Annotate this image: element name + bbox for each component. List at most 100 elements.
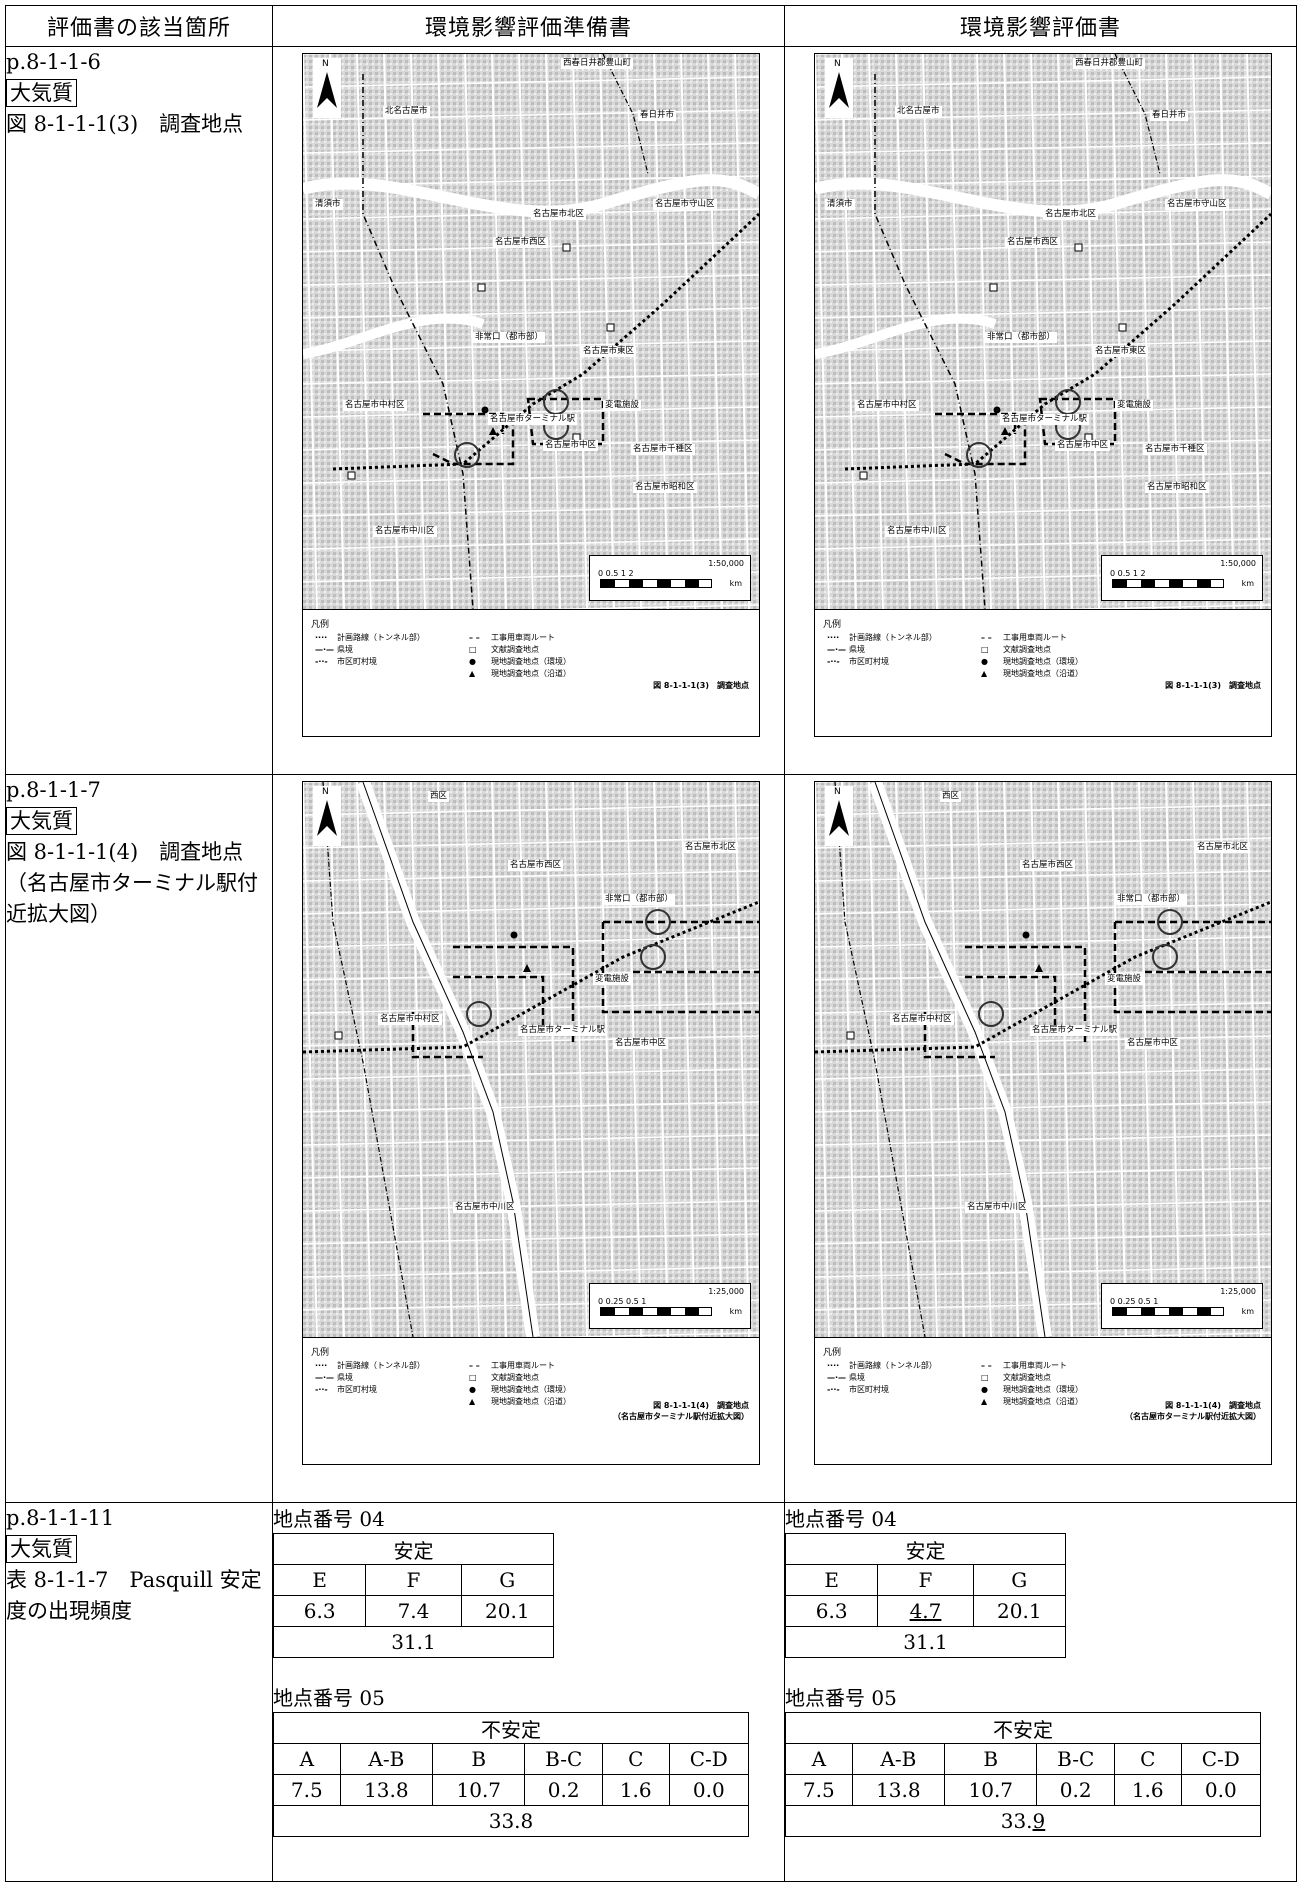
map-place-label: 名古屋市東区 [1093, 346, 1149, 357]
survey-map: 西春日井郡豊山町 北名古屋市 春日井市 清須市 名古屋市北区 名古屋市守山区 名古屋市西区非… [814, 53, 1272, 737]
map-place-label: 名古屋市守山区 [653, 199, 717, 210]
value-cell: 10.7 [432, 1774, 526, 1806]
legend-item: □ 文献調査地点 [981, 1373, 1051, 1382]
revised-digit: 9 [1032, 1809, 1046, 1833]
map-place-label: 変電施設 [1105, 974, 1144, 985]
group-header: 安定 [273, 1533, 554, 1565]
map-place-label: 北名古屋市 [383, 106, 430, 117]
value-cell: 6.3 [272, 1595, 367, 1627]
final-stability-cell: 地点番号 04 安定 E F G 6.3 4.7 20.1 31.1 地点番号 … [784, 1502, 1297, 1882]
value-cell: 1.6 [1113, 1774, 1182, 1806]
map-place-label: 名古屋市北区 [1195, 842, 1251, 853]
north-arrow-icon: N [825, 786, 853, 846]
row-stability: p.8-1-1-11 大気質 表 8-1-1-7 Pasquill 安定度の出現… [5, 1502, 1297, 1882]
row-map-3: p.8-1-1-6 大気質 図 8-1-1-1(3) 調査地点 西春日井郡豊山町… [5, 46, 1297, 775]
final-map-cell: 西春日井郡豊山町 北名古屋市 春日井市 清須市 名古屋市北区 名古屋市守山区 名古屋市西区非… [784, 46, 1297, 775]
map-place-label: 春日井市 [1150, 110, 1189, 121]
page-ref: p.8-1-1-11 [6, 1506, 115, 1530]
map-place-label: 非常口（都市部） [1115, 894, 1188, 905]
map-place-label: 名古屋市中村区 [343, 400, 407, 411]
value-cell: 13.8 [851, 1774, 946, 1806]
map-legend: 凡例 ···· 計画路線（トンネル部） —·— 県境 -··- 市区町村境 – – 工事用車両ル… [311, 1348, 749, 1421]
stable-table: 安定 E F G 6.3 4.7 20.1 31.1 [784, 1533, 1067, 1658]
map-place-label: 名古屋市ターミナル駅 [518, 1025, 608, 1036]
map-place-label: 名古屋市中川区 [453, 1202, 517, 1213]
map-image: 西区 名古屋市北区 名古屋市西区 非常口（都市部） 名古屋市中村区 変電施設 名古屋市ターミ… [815, 782, 1271, 1338]
legend-item: -··- 市区町村境 [315, 1385, 377, 1394]
legend-item: —·— 県境 [827, 645, 865, 654]
group-header: 不安定 [273, 1712, 749, 1744]
map-place-label: 変電施設 [603, 400, 642, 411]
map-place-label: 名古屋市昭和区 [633, 482, 697, 493]
row-map-4: p.8-1-1-7 大気質 図 8-1-1-1(4) 調査地点（名古屋市ターミナ… [5, 774, 1297, 1503]
caption: 表 8-1-1-7 Pasquill 安定度の出現頻度 [6, 1568, 262, 1623]
map-legend: 凡例 ···· 計画路線（トンネル部） —·— 県境 -··- 市区町村境 – – 工事用車両ル… [823, 620, 1261, 690]
location-cell: p.8-1-1-11 大気質 表 8-1-1-7 Pasquill 安定度の出現… [5, 1502, 273, 1882]
total-cell: 33.8 [273, 1805, 749, 1837]
map-place-label: 名古屋市西区 [1005, 237, 1061, 248]
map-place-label: 非常口（都市部） [473, 332, 546, 343]
class-header: E [784, 1564, 879, 1596]
value-cell-revised: 4.7 [877, 1595, 974, 1627]
map-place-label: 西区 [940, 791, 962, 802]
location-cell: p.8-1-1-6 大気質 図 8-1-1-1(3) 調査地点 [5, 46, 273, 775]
map-place-label: 名古屋市北区 [1043, 209, 1099, 220]
map-place-label: 名古屋市中区 [1055, 440, 1111, 451]
point-title: 地点番号 04 [273, 1507, 385, 1531]
legend-item: ···· 計画路線（トンネル部） [827, 1361, 937, 1370]
legend-item: □ 文献調査地点 [981, 645, 1051, 654]
value-cell: 7.4 [365, 1595, 462, 1627]
header-final: 環境影響評価書 [784, 5, 1297, 47]
map-place-label: 名古屋市昭和区 [1145, 482, 1209, 493]
value-cell: 0.0 [1180, 1774, 1262, 1806]
map-place-label: 名古屋市中区 [613, 1038, 669, 1049]
class-header: A-B [339, 1743, 434, 1775]
map-legend: 凡例 ···· 計画路線（トンネル部） —·— 県境 -··- 市区町村境 – – 工事用車両ル… [823, 1348, 1261, 1421]
figure-caption: 図 8-1-1-1(3) 調査地点 [1165, 681, 1261, 690]
class-header: F [877, 1564, 974, 1596]
map-image: 西区 名古屋市北区 名古屋市西区 非常口（都市部） 名古屋市中村区 変電施設 名古屋市ターミ… [303, 782, 759, 1338]
class-header: C [601, 1743, 670, 1775]
value-cell: 0.2 [524, 1774, 603, 1806]
total-prefix: 33. [1000, 1809, 1033, 1833]
comparison-table: 評価書の該当箇所 環境影響評価準備書 環境影響評価書 p.8-1-1-6 大気質… [5, 5, 1297, 1882]
location-cell: p.8-1-1-7 大気質 図 8-1-1-1(4) 調査地点（名古屋市ターミナ… [5, 774, 273, 1503]
class-header: B-C [524, 1743, 603, 1775]
class-header: A [785, 1743, 853, 1775]
header-location: 評価書の該当箇所 [5, 5, 273, 47]
map-place-label: 春日井市 [638, 110, 677, 121]
revised-value: 4.7 [909, 1599, 942, 1623]
total-cell-revised: 33.9 [785, 1805, 1261, 1837]
class-header: B [944, 1743, 1038, 1775]
value-cell: 0.0 [668, 1774, 750, 1806]
value-cell: 7.5 [785, 1774, 853, 1806]
map-image: 西春日井郡豊山町 北名古屋市 春日井市 清須市 名古屋市北区 名古屋市守山区 名古屋市西区非… [303, 54, 759, 610]
map-place-label: 北名古屋市 [895, 106, 942, 117]
total-cell: 31.1 [785, 1626, 1066, 1658]
legend-item: -··- 市区町村境 [827, 657, 889, 666]
scale-bar: 1:25,000 0 0.25 0.5 1 km [589, 1283, 751, 1329]
caption: 図 8-1-1-1(3) 調査地点 [6, 112, 244, 136]
north-arrow-icon: N [825, 58, 853, 118]
map-place-label: 名古屋市千種区 [631, 444, 695, 455]
class-header: C-D [1180, 1743, 1262, 1775]
map-place-label: 名古屋市ターミナル駅 [488, 414, 578, 425]
class-header: C-D [668, 1743, 750, 1775]
map-place-label: 名古屋市東区 [581, 346, 637, 357]
map-place-label: 名古屋市西区 [1020, 860, 1076, 871]
point-title: 地点番号 05 [785, 1686, 897, 1710]
map-place-label: 西春日井郡豊山町 [561, 58, 634, 69]
class-header: B-C [1036, 1743, 1115, 1775]
map-place-label: 名古屋市北区 [683, 842, 739, 853]
legend-item: ···· 計画路線（トンネル部） [827, 633, 937, 642]
legend-item: ● 現地調査地点（環境） [981, 657, 1083, 666]
legend-item: □ 文献調査地点 [469, 1373, 539, 1382]
legend-item: □ 文献調査地点 [469, 645, 539, 654]
map-place-label: 名古屋市中区 [1125, 1038, 1181, 1049]
map-place-label: 名古屋市中村区 [890, 1014, 954, 1025]
class-header: A-B [851, 1743, 946, 1775]
map-place-label: 名古屋市西区 [493, 237, 549, 248]
total-cell: 31.1 [273, 1626, 554, 1658]
draft-stability-cell: 地点番号 04 安定 E F G 6.3 7.4 20.1 31.1 地点番号 … [272, 1502, 785, 1882]
